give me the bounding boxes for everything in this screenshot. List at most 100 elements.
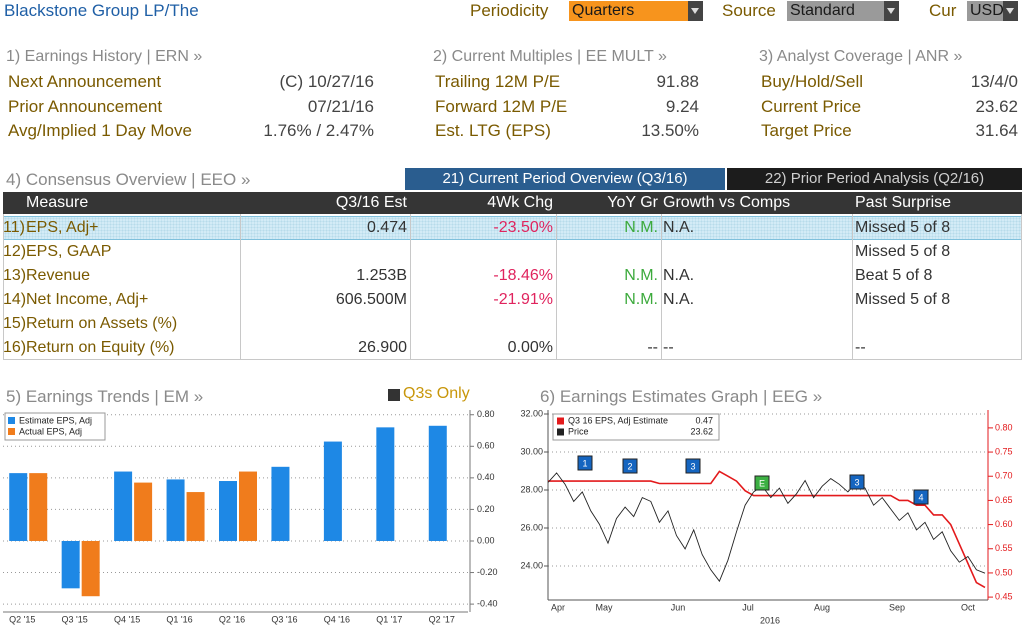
column-header: Growth vs Comps [663,194,791,211]
table-cell: 1.253B [356,267,407,284]
y-tick-label: 24.00 [520,560,543,570]
column-divider [556,214,557,360]
field-value: 13.50% [641,121,699,140]
table-cell: Net Income, Adj+ [26,291,149,308]
column-divider [240,214,241,360]
panel-title[interactable]: 3) Analyst Coverage | ANR » [759,48,963,65]
y-tick-label: 26.00 [520,522,543,532]
field-value: 1.76% / 2.47% [263,121,374,140]
table-cell: Missed 5 of 8 [855,243,951,260]
bar [219,481,237,541]
table-cell: 0.474 [366,219,407,236]
row-number[interactable]: 15) [3,315,27,332]
field-value: 23.62 [975,96,1018,116]
x-tick-label: Q1 '16 [166,614,192,624]
row-number[interactable]: 12) [3,243,27,260]
x-tick-label: Oct [961,602,976,612]
section-title[interactable]: 6) Earnings Estimates Graph | EEG » [540,387,823,406]
x-tick-label: Aug [814,602,830,612]
field-value: 13/4/0 [970,72,1018,91]
field-label: Forward 12M P/E [435,96,568,116]
y-tick-label: 28.00 [520,484,543,494]
y2-tick-label: 0.80 [995,422,1013,432]
x-tick-label: Q1 '17 [376,614,402,624]
y2-tick-label: 0.70 [995,471,1013,481]
panel-title[interactable]: 2) Current Multiples | EE MULT » [433,48,667,65]
column-header: Q3/16 Est [335,194,407,211]
bar [114,471,133,541]
tab-active[interactable]: 21) Current Period Overview (Q3/16) [405,168,725,190]
event-marker [913,489,929,505]
table-cell: -- [855,339,866,356]
y2-tick-label: 0.60 [995,519,1013,529]
bar [9,473,28,541]
y2-tick-label: 0.45 [995,591,1013,601]
table-cell: Return on Assets (%) [26,315,178,332]
table-cell: EPS, Adj+ [26,219,99,236]
section-title[interactable]: 4) Consensus Overview | EEO » [6,170,251,189]
row-number[interactable]: 11) [3,219,25,236]
panel-title[interactable]: 1) Earnings History | ERN » [6,48,203,65]
legend-label: Actual EPS, Adj [19,426,82,436]
x-axis-label: 2016 [760,615,780,625]
bar [376,427,395,541]
bar [61,540,80,589]
control-label: Cur [929,1,957,20]
column-divider [852,214,853,360]
section-title[interactable]: 5) Earnings Trends | EM » [6,387,204,406]
row-number[interactable]: 14) [3,291,27,308]
column-header: YoY Gr [607,194,658,211]
event-marker [685,458,701,474]
bar [29,473,48,541]
field-label: Target Price [761,121,852,140]
toggle-label[interactable]: Q3s Only [403,385,470,402]
series-line [547,472,986,583]
column-header: Measure [26,194,89,211]
table-cell: Revenue [26,267,91,284]
legend-value: 23.62 [690,426,713,436]
table-cell: N.M. [624,267,658,284]
legend-swatch [557,417,564,425]
row-number[interactable]: 13) [3,267,27,284]
field-value: 07/21/16 [307,96,374,116]
company-name: Blackstone Group LP/The [4,1,199,20]
legend-swatch [557,428,564,436]
y-tick-label: 0.80 [477,409,495,419]
bar [271,466,290,541]
event-label: 3 [854,477,859,487]
column-divider [661,214,662,360]
y2-tick-label: 0.75 [995,446,1013,456]
bar [186,492,205,541]
y-tick-label: 30.00 [520,446,543,456]
legend-box [552,413,720,441]
tab[interactable]: 22) Prior Period Analysis (Q2/16) [727,168,1022,190]
table-border [3,214,1022,360]
table-cell: -23.50% [493,219,553,236]
table-cell: -- [647,339,658,356]
dropdown-arrow[interactable] [688,1,703,21]
table-cell: Missed 5 of 8 [855,291,951,308]
field-value: (C) 10/27/16 [279,72,375,91]
table-cell: 26.900 [358,339,407,356]
dropdown-arrow[interactable] [1003,1,1018,21]
y-tick-label: 32.00 [520,408,543,418]
x-tick-label: Q4 '15 [114,614,140,624]
x-tick-label: May [595,602,613,612]
dropdown[interactable]: Quarters [569,1,688,21]
legend-box [4,412,106,441]
event-marker [849,474,865,490]
row-number[interactable]: 16) [3,339,27,356]
legend-label: Q3 16 EPS, Adj Estimate [568,415,668,425]
dropdown-arrow[interactable] [884,1,899,21]
table-cell: N.M. [624,291,658,308]
dropdown[interactable]: USD [967,1,1004,21]
legend-value: 0.47 [695,415,713,425]
checkbox[interactable] [388,389,400,401]
dropdown[interactable]: Standard [787,1,884,21]
x-tick-label: Jun [671,602,686,612]
bar [166,479,185,541]
bar [323,441,342,541]
control-label: Periodicity [470,1,549,20]
